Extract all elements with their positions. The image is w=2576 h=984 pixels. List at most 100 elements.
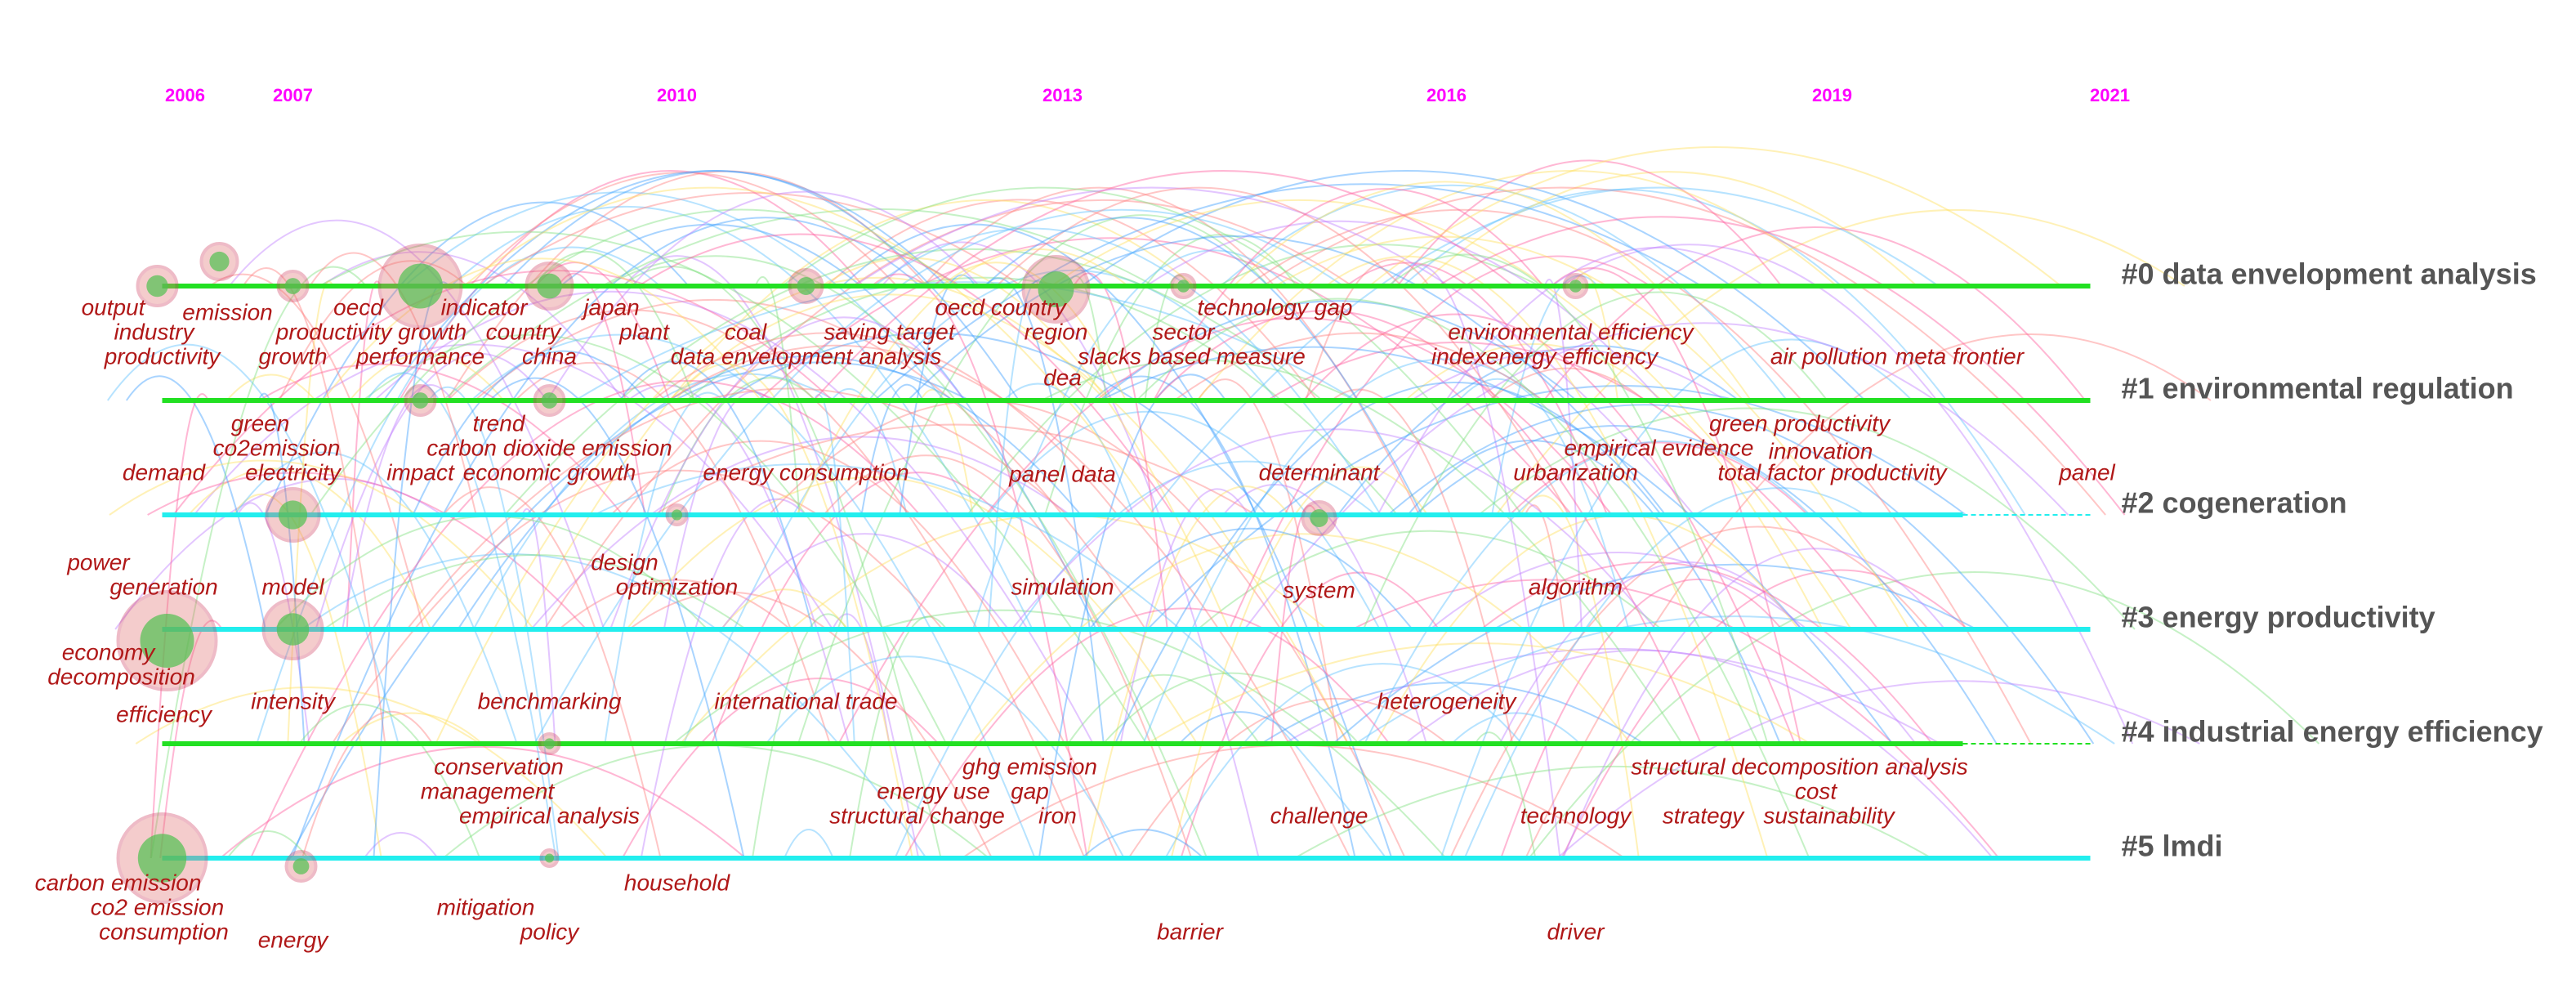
keyword-label: carbon emission — [35, 870, 202, 895]
arc — [1491, 275, 1599, 516]
keyword-label: ghg emission — [962, 754, 1097, 779]
arc — [996, 186, 1570, 516]
keyword-label: total factor productivity — [1717, 459, 1948, 485]
arc — [446, 309, 1086, 859]
keyword-label: oecd country — [935, 294, 1067, 320]
arc — [349, 352, 505, 401]
keyword-label: international trade — [714, 688, 897, 713]
arc — [256, 246, 661, 745]
arc — [1088, 527, 1413, 630]
keyword-label: productivity growth — [275, 319, 467, 344]
arc — [1119, 488, 1249, 745]
arc — [711, 472, 1001, 745]
arc — [469, 172, 898, 287]
arc — [225, 373, 316, 401]
keyword-label: structural decomposition analysis — [1631, 754, 1967, 779]
arc — [398, 170, 864, 401]
keyword-label: co2emission — [213, 435, 341, 460]
keyword-label: challenge — [1270, 803, 1368, 828]
keyword-label: carbon dioxide emission — [426, 435, 672, 460]
arc — [919, 388, 974, 516]
arc — [1560, 569, 1968, 859]
arc — [1478, 407, 2136, 630]
keyword-label: mitigation — [437, 894, 535, 919]
arc — [654, 423, 1257, 516]
arc — [1331, 388, 1514, 745]
arc — [1170, 466, 1429, 859]
arc — [315, 352, 548, 630]
arc — [1368, 146, 2062, 287]
arc — [1275, 235, 1910, 630]
arc — [1387, 253, 1769, 745]
arc — [1164, 663, 1523, 859]
arc — [941, 262, 1127, 401]
keyword-label: china — [522, 343, 577, 369]
keyword-label: determinant — [1259, 459, 1381, 485]
arc — [147, 472, 587, 630]
arc — [1148, 186, 1940, 516]
arc — [412, 350, 648, 516]
arc — [1474, 731, 1537, 859]
arc — [842, 223, 1393, 859]
keyword-label: coal — [725, 319, 767, 344]
arc — [481, 192, 1022, 287]
keyword-label: conservation — [434, 754, 564, 779]
arc — [813, 170, 1515, 401]
arc — [781, 186, 1523, 516]
year-label: 2010 — [657, 85, 697, 105]
arc — [1495, 208, 2185, 516]
arc — [663, 391, 771, 630]
arc — [1180, 571, 1440, 859]
keyword-label: empirical analysis — [459, 803, 640, 828]
arc — [1233, 181, 1752, 401]
arc — [1246, 208, 2032, 745]
arc — [796, 248, 1129, 516]
arc — [894, 460, 1377, 859]
arc — [881, 241, 1260, 859]
arc — [1387, 404, 2095, 745]
arc — [1127, 698, 1449, 859]
arc — [610, 440, 1118, 859]
arc — [258, 363, 623, 516]
arc — [435, 276, 1107, 745]
arc — [150, 266, 367, 859]
arc — [640, 498, 806, 859]
keyword-label: algorithm — [1529, 574, 1623, 599]
keyword-label: japan — [580, 294, 640, 320]
node-core — [278, 500, 308, 530]
arc — [1294, 765, 1932, 859]
arc — [228, 219, 605, 630]
keyword-label: indexenergy efficiency — [1431, 343, 1659, 369]
arc — [832, 613, 891, 745]
arc — [1243, 322, 2069, 630]
arc — [849, 615, 948, 859]
keyword-label: performance — [355, 343, 484, 369]
labels: 2006 2007 2010 2013 2016 2019 2021 #0 data enve… — [35, 85, 2543, 952]
arc — [279, 260, 468, 401]
arc — [558, 579, 791, 630]
arc — [853, 186, 1695, 516]
keyword-label: policy — [520, 919, 581, 944]
arc — [342, 384, 453, 630]
arc — [1374, 514, 1800, 745]
keyword-label: economy — [62, 639, 157, 664]
node-core — [1569, 280, 1583, 293]
keyword-label: panel — [2058, 459, 2115, 485]
keyword-label: empirical evidence — [1565, 435, 1754, 460]
node-core — [276, 613, 310, 646]
arc — [907, 235, 1667, 516]
arc — [1404, 342, 1824, 630]
arc — [682, 269, 1278, 745]
arc — [382, 170, 948, 401]
keyword-label: power — [66, 549, 131, 575]
node-core — [209, 251, 230, 272]
arc — [987, 280, 1045, 630]
arc — [1430, 552, 1917, 745]
keyword-label: heterogeneity — [1377, 688, 1518, 713]
nodes — [116, 242, 1589, 904]
keyword-label: decomposition — [47, 664, 195, 689]
arc — [310, 208, 958, 516]
arc — [226, 830, 309, 859]
arc — [193, 343, 833, 630]
